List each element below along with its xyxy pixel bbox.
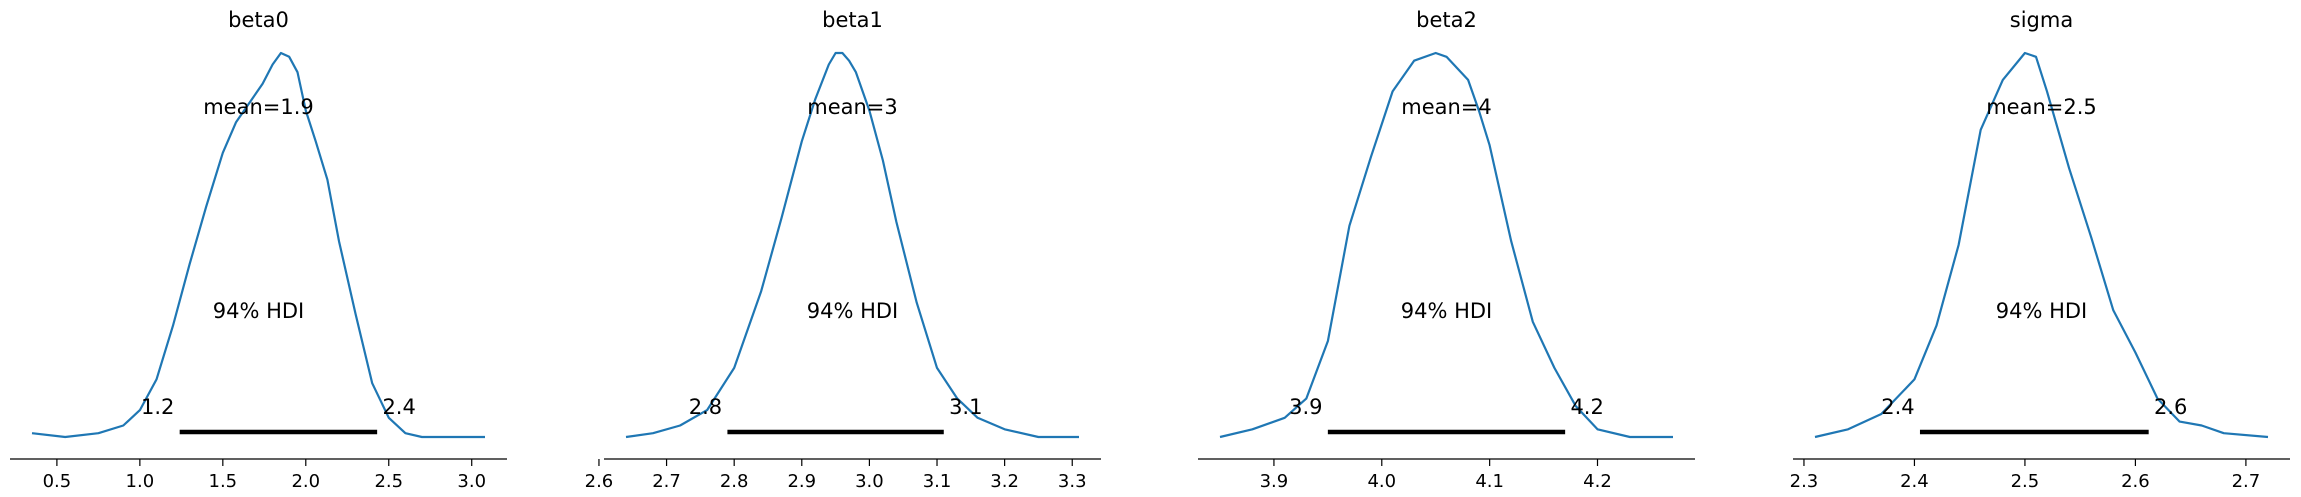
mean-label: mean=3 xyxy=(807,95,898,119)
hdi-low-label: 2.8 xyxy=(689,395,722,419)
x-tick-label: 3.1 xyxy=(923,471,952,492)
hdi-high-label: 4.2 xyxy=(1570,395,1603,419)
x-tick-label: 2.9 xyxy=(787,471,816,492)
x-tick-label: 2.7 xyxy=(652,471,681,492)
density-curve xyxy=(625,51,1079,439)
hdi-label: 94% HDI xyxy=(1401,299,1493,323)
mean-label: mean=1.9 xyxy=(203,95,314,119)
panel-title: beta2 xyxy=(1416,8,1477,32)
x-tick-label: 2.5 xyxy=(374,471,403,492)
hdi-high-label: 3.1 xyxy=(949,395,982,419)
mean-label: mean=4 xyxy=(1401,95,1492,119)
density-curve xyxy=(1219,51,1673,439)
density-curve xyxy=(1814,51,2269,439)
panel-beta1: beta1 mean=3 94% HDI 2.8 3.1 2.6 2.7 2.8 2.9 3.0 3… xyxy=(585,8,1101,492)
x-tick-label: 2.5 xyxy=(2011,471,2040,492)
x-tick-label: 3.2 xyxy=(990,471,1019,492)
hdi-low-label: 2.4 xyxy=(1881,395,1914,419)
x-tick-label: 3.0 xyxy=(855,471,884,492)
x-tick-label: 2.6 xyxy=(2121,471,2150,492)
x-tick-label: 2.8 xyxy=(720,471,749,492)
x-tick-label: 4.1 xyxy=(1475,471,1504,492)
x-tick-label: 4.0 xyxy=(1367,471,1396,492)
x-tick-label: 4.2 xyxy=(1583,471,1612,492)
x-tick-label: 2.3 xyxy=(1790,471,1819,492)
density-curve xyxy=(31,51,485,439)
x-tick-label: 2.7 xyxy=(2232,471,2261,492)
x-tick-label: 1.5 xyxy=(209,471,238,492)
hdi-label: 94% HDI xyxy=(807,299,899,323)
x-tick-label: 3.3 xyxy=(1058,471,1087,492)
panel-beta0: beta0 mean=1.9 94% HDI 1.2 2.4 0.5 1.0 1.5 2.0 2.… xyxy=(10,8,507,492)
panel-title: beta1 xyxy=(822,8,883,32)
panel-title: beta0 xyxy=(228,8,289,32)
x-tick-label: 1.0 xyxy=(126,471,155,492)
x-tick-label: 2.6 xyxy=(585,471,614,492)
x-tick-label: 2.4 xyxy=(1900,471,1929,492)
hdi-low-label: 1.2 xyxy=(141,395,174,419)
x-tick-label: 3.0 xyxy=(457,471,486,492)
x-tick-label: 3.9 xyxy=(1260,471,1289,492)
x-tick-label: 2.0 xyxy=(291,471,320,492)
x-tick-label: 0.5 xyxy=(43,471,72,492)
panel-sigma: sigma mean=2.5 94% HDI 2.4 2.6 2.3 2.4 2.5 2.6 2.… xyxy=(1790,8,2290,492)
hdi-label: 94% HDI xyxy=(213,299,305,323)
hdi-label: 94% HDI xyxy=(1996,299,2088,323)
hdi-high-label: 2.6 xyxy=(2154,395,2187,419)
panel-title: sigma xyxy=(2010,8,2073,32)
mean-label: mean=2.5 xyxy=(1986,95,2097,119)
panel-beta2: beta2 mean=4 94% HDI 3.9 4.2 3.9 4.0 4.1 4.2 xyxy=(1198,8,1695,492)
hdi-high-label: 2.4 xyxy=(382,395,415,419)
hdi-low-label: 3.9 xyxy=(1289,395,1322,419)
